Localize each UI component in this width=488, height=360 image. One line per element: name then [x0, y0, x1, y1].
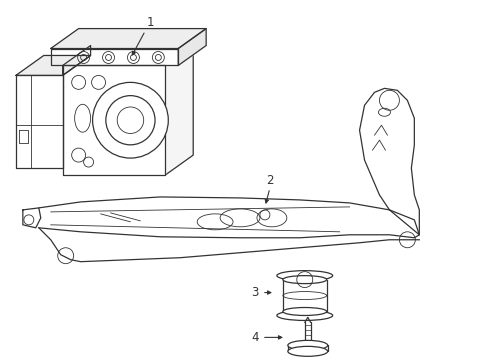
- Ellipse shape: [287, 340, 327, 350]
- Ellipse shape: [282, 307, 326, 315]
- Ellipse shape: [287, 346, 327, 356]
- Polygon shape: [16, 55, 90, 75]
- Polygon shape: [62, 66, 165, 175]
- Circle shape: [92, 82, 168, 158]
- Polygon shape: [51, 49, 178, 66]
- Polygon shape: [62, 45, 193, 66]
- Text: 1: 1: [146, 16, 154, 29]
- Text: 4: 4: [251, 331, 258, 344]
- Polygon shape: [39, 197, 419, 238]
- Polygon shape: [165, 45, 193, 175]
- Polygon shape: [62, 45, 90, 75]
- Ellipse shape: [282, 276, 326, 284]
- Polygon shape: [16, 75, 62, 168]
- Polygon shape: [23, 208, 41, 228]
- Polygon shape: [178, 28, 206, 66]
- Circle shape: [105, 96, 155, 145]
- Text: 2: 2: [265, 174, 273, 186]
- Ellipse shape: [276, 310, 332, 320]
- Polygon shape: [359, 88, 419, 235]
- Text: 3: 3: [251, 286, 258, 299]
- Ellipse shape: [276, 271, 332, 280]
- Polygon shape: [51, 28, 206, 49]
